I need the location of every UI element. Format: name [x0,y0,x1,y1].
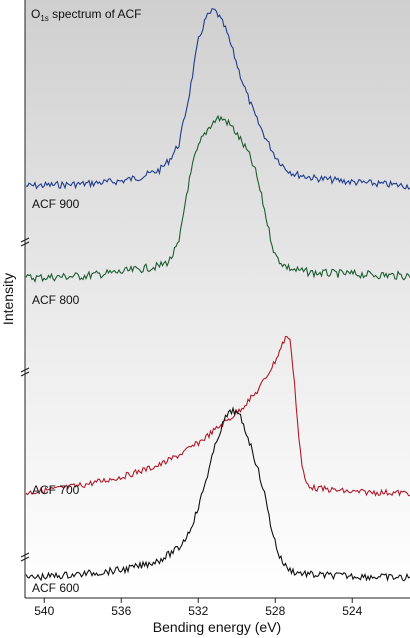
series-label: ACF 700 [32,483,80,497]
series-label: ACF 900 [32,197,80,211]
chart-title-main: O [31,7,40,21]
axis-break-mark [20,237,30,243]
y-axis-title: Intensity [0,273,16,325]
series-line-0 [25,8,410,190]
x-tick-label: 536 [111,604,131,618]
series-label: ACF 600 [32,581,80,595]
axis-break-mark [20,367,30,373]
axis-break-mark [20,241,30,247]
axis-break-mark [20,371,30,377]
axis-break-mark [20,552,30,558]
x-tick-label: 524 [342,604,362,618]
series-line-3 [25,406,410,583]
x-tick-label: 532 [188,604,208,618]
plot-background [25,0,410,598]
x-tick-label: 528 [265,604,285,618]
chart-title-subscript: 1s [40,14,48,23]
chart-title-rest: spectrum of ACF [49,7,142,21]
chart-title: O1s spectrum of ACF [31,7,142,23]
series-label: ACF 800 [32,293,80,307]
x-axis-title: Bending energy (eV) [153,619,281,635]
x-ticks: 540 536 532 528 524 [34,598,363,618]
axis-breaks [20,237,30,562]
x-tick-label: 540 [34,604,54,618]
series-line-2 [25,335,410,497]
axis-break-mark [20,556,30,562]
series-group: ACF 900 ACF 800 ACF 700 ACF 600 [25,8,410,595]
series-line-1 [25,114,410,283]
